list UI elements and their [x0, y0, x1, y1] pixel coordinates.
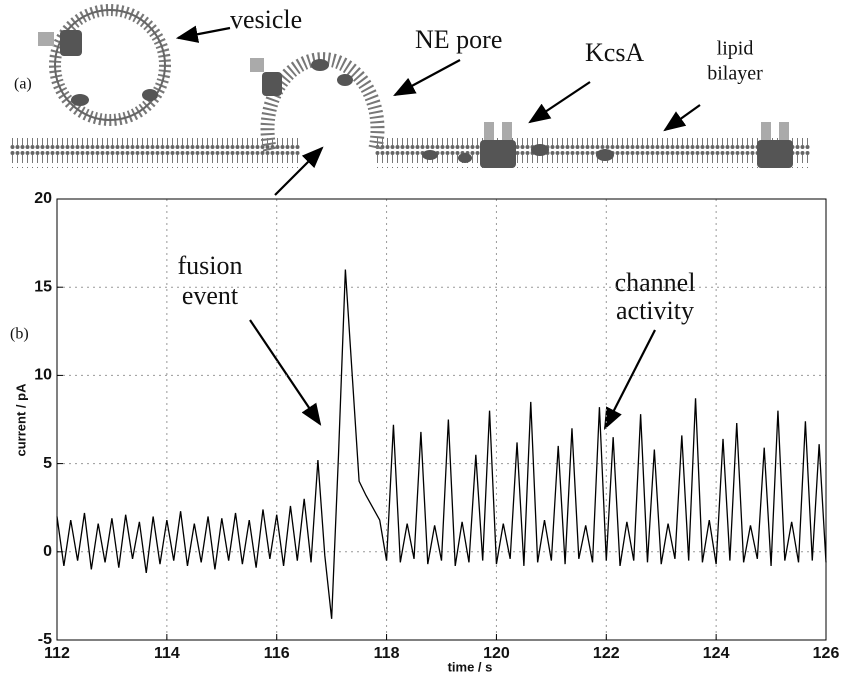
x-tick-label: 118: [374, 645, 400, 662]
arrow: [604, 329, 656, 430]
trace: [56, 269, 827, 619]
label: KcsA: [585, 38, 644, 67]
pore-shape: [260, 52, 385, 152]
annotation: activity: [616, 296, 694, 325]
arrow: [528, 81, 591, 124]
annotation: channel: [615, 268, 696, 297]
x-tick-label: 124: [703, 645, 730, 662]
x-tick-label: 120: [483, 645, 510, 662]
annotation: event: [182, 281, 239, 310]
label: NE pore: [415, 25, 502, 54]
bilayer: [10, 138, 300, 168]
arrow: [175, 25, 231, 43]
x-tick-label: 116: [264, 645, 290, 662]
vesicle-shape: [54, 9, 166, 121]
y-tick-label: 20: [34, 190, 52, 207]
y-tick-label: 0: [43, 543, 52, 560]
x-tick-label: 126: [813, 645, 840, 662]
x-tick-label: 112: [44, 645, 70, 662]
y-tick-label: 5: [43, 455, 52, 472]
annotation: fusion: [178, 251, 243, 280]
proteins: [38, 30, 793, 168]
arrow: [663, 104, 701, 132]
x-tick-label: 122: [593, 645, 620, 662]
x-axis-label: time / s: [448, 659, 493, 674]
plot-frame: [56, 198, 827, 641]
y-tick-label: 10: [34, 367, 52, 384]
panel-label: (b): [10, 326, 29, 343]
x-tick-label: 114: [154, 645, 180, 662]
y-axis-label: current / pA: [13, 383, 28, 457]
y-tick-label: 15: [34, 278, 52, 295]
arrow: [393, 59, 461, 97]
label: bilayer: [707, 63, 763, 85]
bilayer: [375, 138, 810, 168]
schematic: (a) vesicle NE pore KcsA lipid bilayer: [10, 4, 810, 168]
panel-label: (a): [14, 76, 32, 93]
label: vesicle: [230, 5, 302, 34]
arrow: [274, 146, 324, 196]
arrow: [249, 319, 322, 426]
y-tick-label: -5: [38, 631, 52, 648]
label: lipid: [717, 38, 754, 60]
